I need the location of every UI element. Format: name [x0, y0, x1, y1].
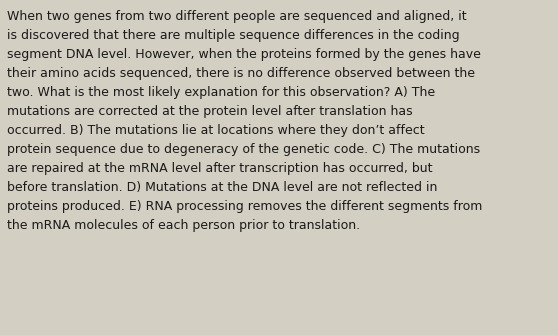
Text: When two genes from two different people are sequenced and aligned, it
is discov: When two genes from two different people… — [7, 10, 482, 232]
